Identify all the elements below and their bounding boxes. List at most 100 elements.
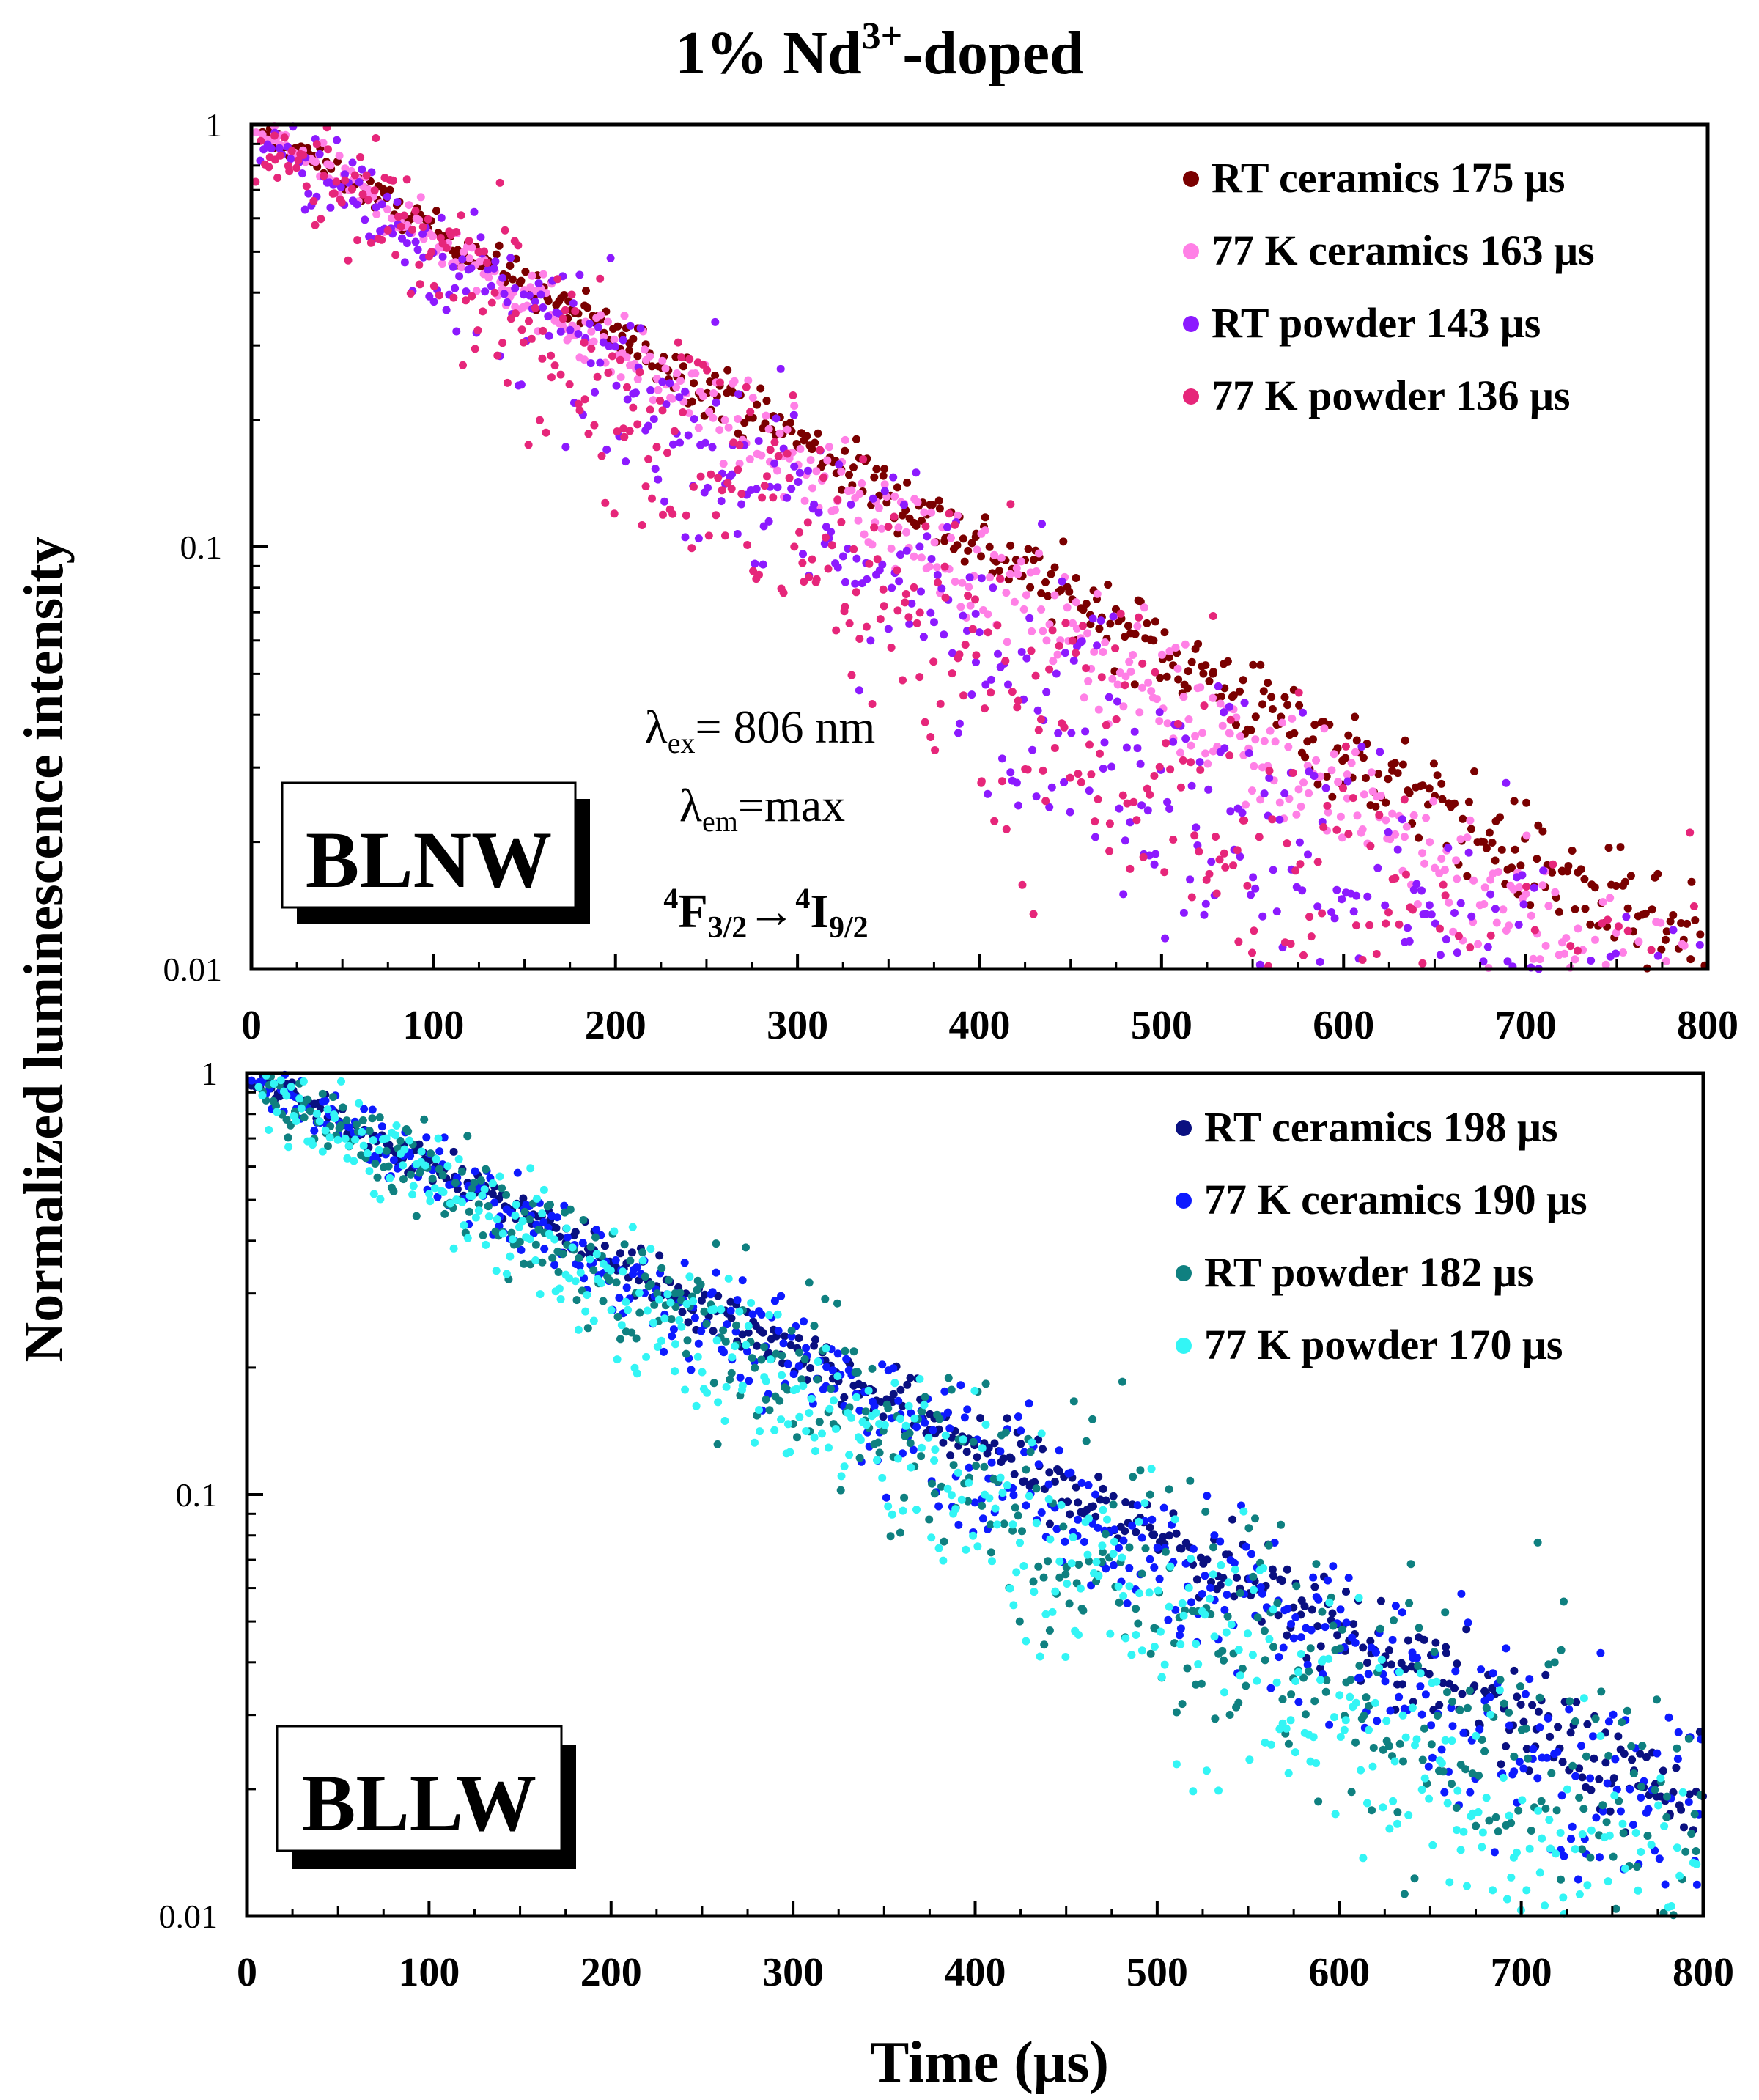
data-point <box>687 397 696 406</box>
data-point <box>1140 1499 1149 1508</box>
data-point <box>1590 1754 1598 1763</box>
data-point <box>1166 1562 1175 1571</box>
data-point <box>657 1264 666 1272</box>
data-point <box>1603 1779 1612 1788</box>
data-point <box>690 1314 699 1322</box>
data-point <box>368 1105 377 1114</box>
data-point <box>1286 940 1295 948</box>
plot-area-blnw <box>251 122 1709 973</box>
data-point <box>622 353 631 361</box>
data-point <box>1205 869 1214 878</box>
data-point <box>1456 1706 1464 1714</box>
data-point <box>815 1418 824 1426</box>
data-point <box>449 262 457 271</box>
data-point <box>754 437 763 445</box>
data-point <box>1234 937 1243 946</box>
data-point <box>937 1482 945 1491</box>
data-point <box>1416 1669 1425 1678</box>
data-point <box>603 317 612 326</box>
data-point <box>805 1409 814 1418</box>
data-point <box>770 459 779 468</box>
data-point <box>1692 1847 1700 1855</box>
data-point <box>960 557 969 566</box>
data-point <box>700 1307 709 1316</box>
data-point <box>1362 1693 1371 1702</box>
data-point <box>400 1145 409 1154</box>
data-point <box>800 496 809 505</box>
data-point <box>375 1113 384 1121</box>
data-point <box>1077 778 1085 786</box>
data-point <box>1085 786 1094 795</box>
data-point <box>1026 583 1035 592</box>
data-point <box>954 1520 963 1529</box>
data-point <box>1245 1755 1254 1764</box>
data-point <box>1418 849 1427 858</box>
series-182 <box>259 1072 1705 1920</box>
data-point <box>720 416 729 424</box>
data-point <box>789 391 797 399</box>
data-point <box>1577 1742 1585 1750</box>
data-point <box>1385 1646 1393 1654</box>
data-point <box>1082 664 1091 673</box>
data-point <box>317 215 325 224</box>
data-point <box>1450 799 1459 808</box>
data-point <box>404 1127 413 1135</box>
data-point <box>927 555 936 563</box>
data-point <box>1566 1697 1574 1706</box>
data-point <box>1148 1515 1157 1524</box>
data-point <box>514 241 523 250</box>
data-point <box>1374 770 1383 778</box>
data-point <box>1452 1804 1461 1812</box>
data-point <box>1220 849 1228 858</box>
data-point <box>1507 1873 1516 1882</box>
data-point <box>1008 688 1017 696</box>
data-point <box>1187 1598 1195 1607</box>
data-point <box>1144 678 1153 687</box>
data-point <box>646 1280 655 1289</box>
data-point <box>600 1242 609 1250</box>
data-point <box>1368 1762 1377 1771</box>
data-point <box>276 1076 285 1085</box>
data-point <box>1119 890 1128 899</box>
data-point <box>626 321 635 330</box>
data-point <box>984 1443 993 1452</box>
data-point <box>748 1354 756 1363</box>
data-point <box>1058 577 1066 586</box>
data-point <box>536 416 544 424</box>
legend-item: 77 K ceramics 190 μs <box>1176 1176 1587 1223</box>
data-point <box>565 1274 574 1283</box>
data-point <box>613 1313 622 1321</box>
data-point <box>978 1444 987 1453</box>
data-point <box>735 1307 744 1316</box>
data-point <box>1055 641 1063 650</box>
data-point <box>763 472 771 481</box>
data-point <box>1277 1577 1286 1585</box>
data-point <box>1286 1716 1295 1725</box>
data-point <box>1236 687 1244 696</box>
data-point <box>726 1306 735 1315</box>
data-point <box>1003 638 1011 646</box>
data-point <box>309 1141 317 1149</box>
legend-label: 77 K ceramics 190 μs <box>1204 1176 1587 1223</box>
data-point <box>967 690 976 699</box>
data-point <box>605 342 613 350</box>
data-point <box>531 1240 540 1249</box>
data-point <box>1116 609 1125 618</box>
data-point <box>606 1266 615 1275</box>
data-point <box>1615 1797 1623 1805</box>
x-tick-label: 700 <box>1491 1950 1552 1995</box>
data-point <box>550 1261 559 1270</box>
data-point <box>286 1121 295 1130</box>
data-point <box>358 165 366 174</box>
data-point <box>977 552 985 561</box>
data-point <box>1443 1688 1451 1697</box>
data-point <box>470 1179 479 1187</box>
data-point <box>1264 1541 1273 1550</box>
data-point <box>1228 1515 1237 1524</box>
data-point <box>1359 1854 1368 1863</box>
data-point <box>613 322 622 331</box>
data-point <box>251 128 260 137</box>
data-point <box>1112 715 1121 723</box>
data-point <box>962 1448 971 1456</box>
data-point <box>1017 1440 1025 1448</box>
